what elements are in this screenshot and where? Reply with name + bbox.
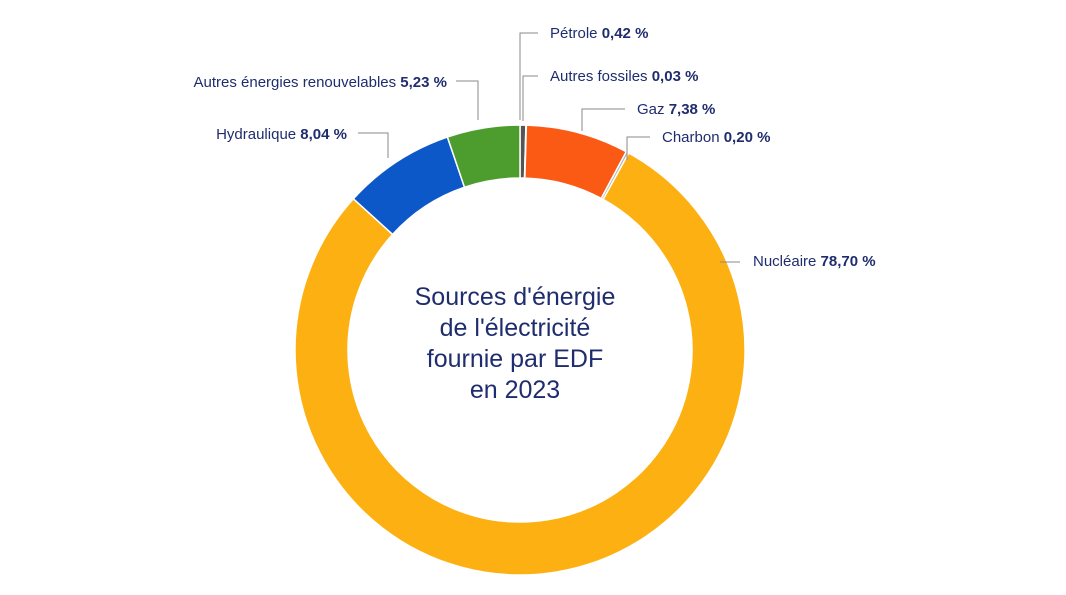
leader-line-hydraulique <box>358 132 389 158</box>
label-autres-fossiles: Autres fossiles 0,03 % <box>550 68 698 85</box>
chart-title-line-1: Sources d'énergie <box>414 283 616 311</box>
label-name-autres-energies-renouvelables: Autres énergies renouvelables <box>194 74 401 91</box>
label-gaz: Gaz 7,38 % <box>637 101 715 118</box>
label-name-petrole: Pétrole <box>550 25 602 42</box>
label-value-petrole: 0,42 % <box>602 25 649 42</box>
label-value-autres-fossiles: 0,03 % <box>652 68 699 85</box>
leader-line-petrole <box>519 32 538 120</box>
label-hydraulique: Hydraulique 8,04 % <box>216 126 347 143</box>
label-value-autres-energies-renouvelables: 5,23 % <box>400 74 447 91</box>
label-value-nucleaire: 78,70 % <box>821 253 876 270</box>
label-value-charbon: 0,20 % <box>724 129 771 146</box>
leader-line-autres-fossiles <box>522 75 538 121</box>
label-name-nucleaire: Nucléaire <box>753 253 821 270</box>
leader-line-gaz <box>581 108 625 131</box>
leader-line-autres-energies-renouvelables <box>456 80 479 120</box>
label-name-charbon: Charbon <box>662 129 724 146</box>
label-name-gaz: Gaz <box>637 101 669 118</box>
label-value-gaz: 7,38 % <box>669 101 716 118</box>
leader-line-charbon <box>626 136 650 160</box>
chart-title-line-2: de l'électricité <box>439 314 591 342</box>
label-nucleaire: Nucléaire 78,70 % <box>753 253 876 270</box>
label-name-hydraulique: Hydraulique <box>216 126 300 143</box>
label-autres-energies-renouvelables: Autres énergies renouvelables 5,23 % <box>194 74 448 91</box>
label-petrole: Pétrole 0,42 % <box>550 25 648 42</box>
slice-nucl-aire <box>294 152 746 576</box>
chart-title-line-4: en 2023 <box>469 376 561 404</box>
chart-title-line-3: fournie par EDF <box>426 345 604 373</box>
slice-autres-nergies-renouvelables <box>446 124 521 189</box>
label-name-autres-fossiles: Autres fossiles <box>550 68 652 85</box>
label-charbon: Charbon 0,20 % <box>662 129 770 146</box>
chart-title: Sources d'énergie de l'électricité fourn… <box>360 282 670 406</box>
label-value-hydraulique: 8,04 % <box>300 126 347 143</box>
